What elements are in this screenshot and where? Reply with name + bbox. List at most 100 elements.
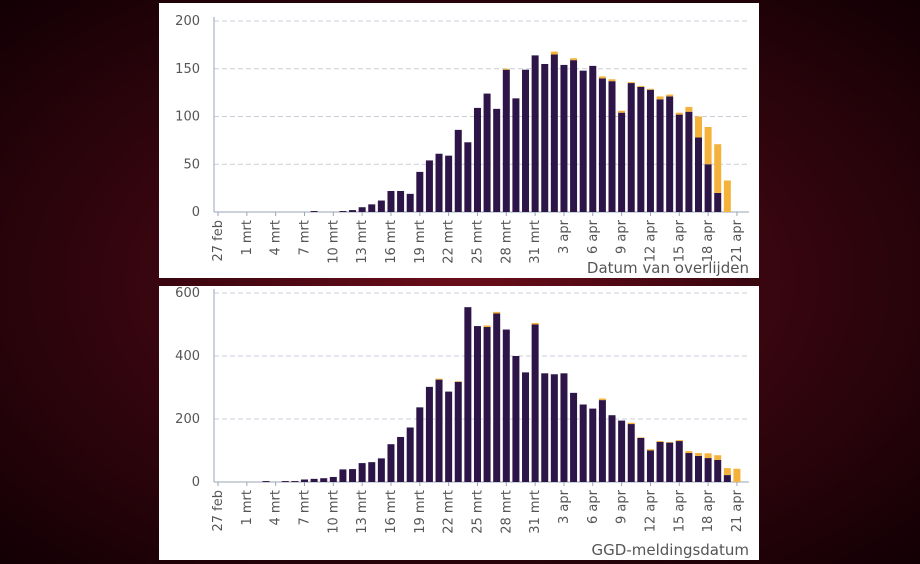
bar-primary — [416, 171, 424, 212]
bar-secondary — [646, 88, 654, 90]
bar-primary — [425, 160, 433, 212]
bar-primary — [445, 155, 453, 212]
bar-primary — [714, 459, 722, 482]
bar-primary — [291, 481, 299, 482]
x-tick-label: 4 mrt — [269, 220, 284, 256]
bar-primary — [656, 441, 664, 482]
bar-secondary — [685, 106, 693, 112]
bar-secondary — [570, 58, 578, 61]
bar-secondary — [627, 422, 635, 425]
x-tick-label: 31 mrt — [528, 220, 543, 264]
bar-secondary — [483, 325, 491, 328]
bar-primary — [522, 69, 530, 212]
bar-primary — [368, 462, 376, 482]
bar-primary — [522, 372, 530, 482]
bar-primary — [320, 478, 328, 482]
bar-primary — [473, 107, 481, 212]
bar-primary — [281, 481, 289, 482]
bar-primary — [349, 210, 357, 212]
x-tick-label: 27 feb — [211, 220, 226, 262]
bar-primary — [570, 60, 578, 212]
y-tick-label: 0 — [192, 475, 200, 490]
bar-primary — [397, 436, 405, 482]
bar-secondary — [493, 311, 501, 314]
x-tick-label: 16 mrt — [384, 490, 399, 534]
x-tick-label: 6 apr — [586, 489, 601, 524]
bar-primary — [637, 86, 645, 212]
x-tick-label: 15 apr — [672, 489, 687, 532]
bar-primary — [377, 200, 385, 212]
bar-secondary — [723, 468, 731, 476]
x-tick-label: 3 apr — [557, 219, 572, 254]
bar-primary — [397, 190, 405, 212]
x-tick-label: 21 apr — [730, 219, 745, 262]
bar-primary — [493, 313, 501, 482]
bar-primary — [464, 142, 472, 212]
bar-primary — [704, 458, 712, 482]
x-tick-label: 19 mrt — [413, 220, 428, 264]
x-tick-label: 27 feb — [211, 490, 226, 532]
bar-primary — [454, 381, 462, 482]
x-tick-label: 13 mrt — [355, 490, 370, 534]
bar-secondary — [646, 449, 654, 451]
bar-primary — [618, 420, 626, 482]
bar-primary — [666, 442, 674, 482]
x-tick-label: 12 apr — [643, 489, 658, 532]
x-tick-label: 9 apr — [615, 219, 630, 254]
x-tick-label: 25 mrt — [470, 220, 485, 264]
bar-primary — [598, 400, 606, 482]
x-tick-label: 31 mrt — [528, 490, 543, 534]
bar-primary — [541, 63, 549, 212]
bar-secondary — [714, 455, 722, 460]
bar-primary — [406, 427, 414, 482]
y-tick-label: 0 — [192, 205, 200, 220]
bar-primary — [416, 407, 424, 482]
bar-primary — [262, 481, 270, 482]
bar-primary — [637, 437, 645, 482]
bar-primary — [531, 324, 539, 482]
bar-primary — [646, 89, 654, 212]
x-tick-label: 10 mrt — [326, 220, 341, 264]
bar-primary — [541, 373, 549, 482]
bar-secondary — [695, 116, 702, 138]
bar-secondary — [608, 79, 616, 82]
bar-primary — [502, 69, 510, 212]
bar-primary — [358, 207, 366, 212]
bar-primary — [502, 329, 510, 482]
bar-primary — [425, 386, 433, 482]
bar-secondary — [454, 381, 462, 382]
chart-panel-reports: 0 200 400 600 27 feb 1 mrt 4 mrt 7 mrt 10 mrt 13 … — [159, 286, 759, 560]
y-tick-label: 200 — [175, 14, 200, 29]
bar-primary — [550, 374, 558, 482]
bar-primary — [579, 70, 587, 212]
x-tick-label: 22 mrt — [442, 220, 457, 264]
bar-primary — [608, 81, 616, 212]
bar-secondary — [714, 144, 722, 193]
bar-primary — [531, 55, 539, 212]
x-tick-label: 9 apr — [615, 489, 630, 524]
bar-primary — [704, 164, 712, 212]
x-tick-label: 28 mrt — [499, 490, 514, 534]
x-tick-label: 16 mrt — [384, 220, 399, 264]
x-tick-label: 1 mrt — [240, 220, 255, 256]
bar-secondary — [704, 127, 712, 165]
bar-secondary — [637, 85, 645, 87]
x-tick-label: 19 mrt — [413, 490, 428, 534]
x-tick-label: 3 apr — [557, 489, 572, 524]
bar-secondary — [733, 468, 741, 482]
y-tick-label: 100 — [175, 110, 200, 125]
x-tick-label: 15 apr — [672, 219, 687, 262]
bar-primary — [435, 379, 443, 482]
bar-secondary — [598, 76, 606, 79]
bar-primary — [589, 408, 597, 482]
bar-primary — [512, 98, 520, 212]
bar-primary — [329, 476, 337, 482]
bar-primary — [368, 204, 376, 212]
bar-primary — [589, 65, 597, 212]
y-tick-label: 50 — [183, 157, 200, 172]
bar-primary — [483, 93, 491, 212]
bar-primary — [570, 392, 578, 482]
bar-primary — [695, 455, 702, 482]
bar-primary — [714, 192, 722, 212]
bar-secondary — [598, 398, 606, 401]
